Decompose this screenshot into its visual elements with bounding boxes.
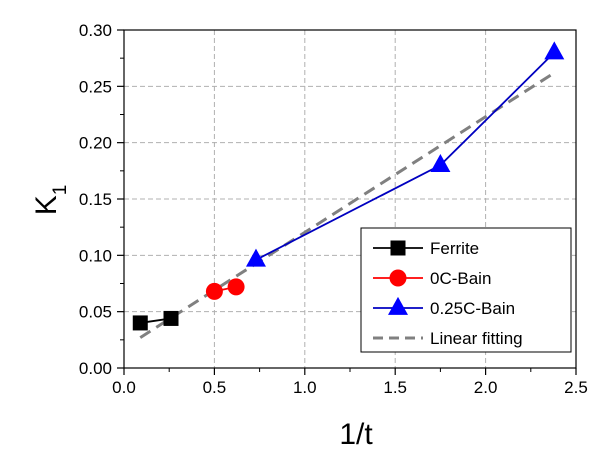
x-tick-label: 0.5 [203,378,227,397]
y-tick-label: 0.30 [79,21,112,40]
legend-label: 0.25C-Bain [430,299,515,318]
legend: Ferrite 0C-Bain 0.25C-Bain Linear fitting [360,227,572,353]
data-point [245,248,266,267]
y-axis-title-subscript: 1 [50,185,71,196]
y-tick-label: 0.25 [79,77,112,96]
x-axis-title: 1/t [339,418,373,451]
y-axis-title-main: K [30,195,63,215]
y-axis-title: K1 [30,185,71,216]
data-point [132,315,148,331]
ticks [117,29,577,375]
data-point [227,278,245,296]
data-point [430,154,451,173]
legend-marker [389,269,407,287]
y-tick-label: 0.05 [79,303,112,322]
x-tick-label: 1.5 [383,378,407,397]
legend-item: 0C-Bain [373,269,491,288]
x-tick-label: 2.0 [474,378,498,397]
legend-label: Ferrite [430,239,479,258]
legend-item: Linear fitting [373,329,523,348]
tick-labels: 0.0 0.5 1.0 1.5 2.0 2.5 0.00 0.05 0.10 0.15 0.20 0.… [79,21,588,397]
legend-item: Ferrite [373,239,479,258]
grid [124,30,576,368]
series-layer [132,41,565,331]
legend-label: Linear fitting [430,329,523,348]
legend-marker [388,296,408,315]
data-point [544,41,565,60]
data-point [163,310,179,326]
y-tick-label: 0.15 [79,190,112,209]
legend-label: 0C-Bain [430,269,491,288]
x-tick-label: 0.0 [112,378,136,397]
x-tick-label: 2.5 [564,378,588,397]
legend-marker [390,240,406,256]
y-tick-label: 0.20 [79,134,112,153]
y-tick-label: 0.00 [79,359,112,378]
legend-item: 0.25C-Bain [373,296,515,318]
data-point [205,282,223,300]
x-tick-label: 1.0 [293,378,317,397]
y-tick-label: 0.10 [79,246,112,265]
